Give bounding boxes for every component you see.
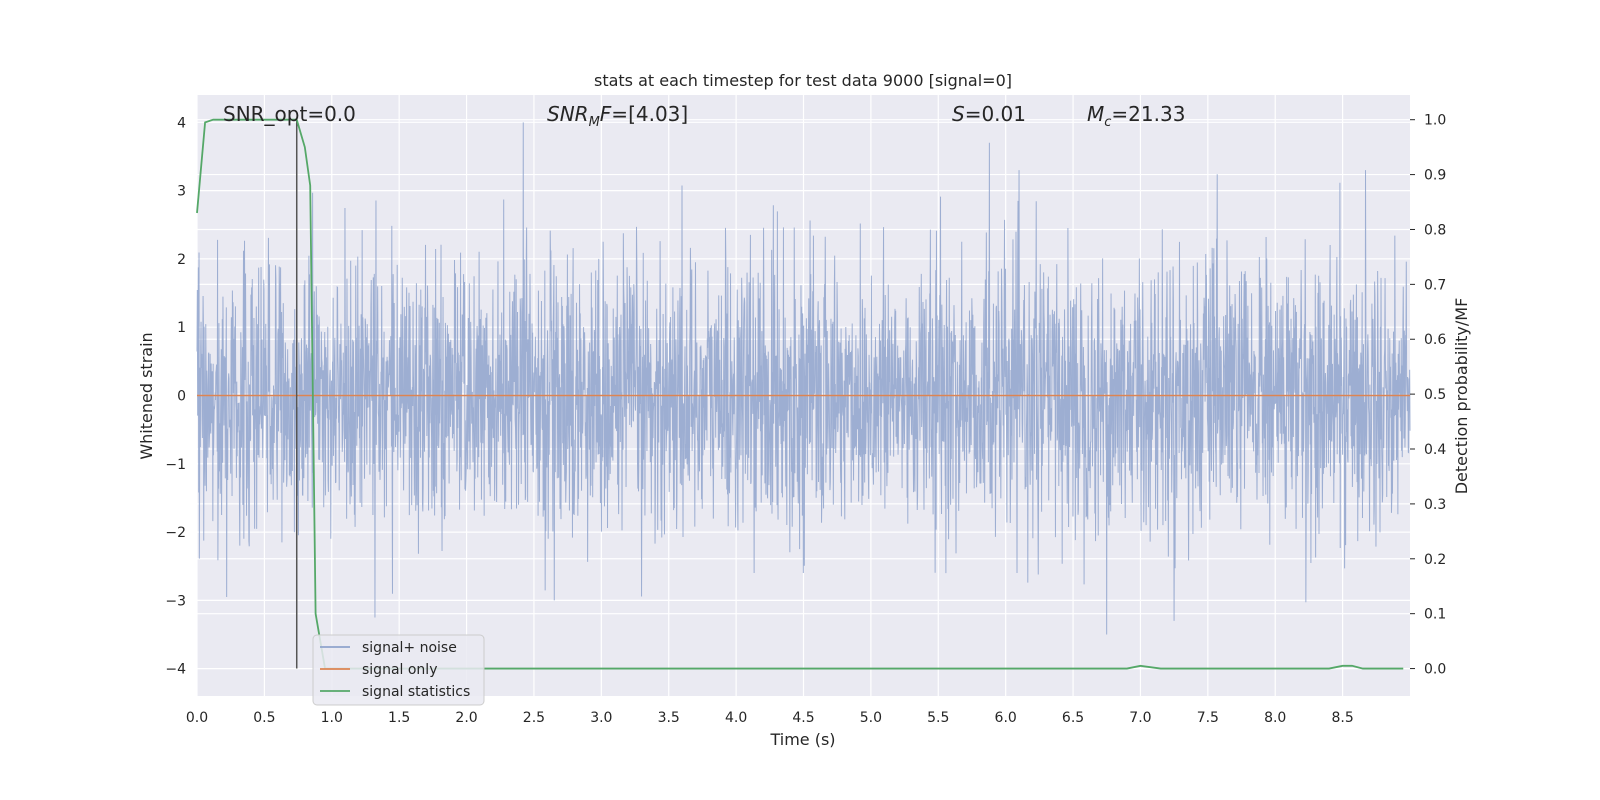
x-tick-label: 0.5: [253, 710, 275, 726]
y-right-tick-label: 0.1: [1424, 607, 1446, 623]
x-tick-labels: 0.0 0.5 1.0 1.5 2.0 2.5 3.0 3.5 4.0 4.5 5.0 5.5 6.0 6…: [186, 710, 1354, 726]
series-group: [196, 118, 1410, 670]
annotation-s-value: =0.01: [965, 102, 1026, 126]
y-right-tick-label: 0.4: [1424, 442, 1446, 458]
x-tick-label: 4.0: [725, 710, 747, 726]
y-left-tick-label: 3: [177, 184, 186, 200]
annotation-mc: Mc=21.33: [1087, 102, 1185, 130]
y-right-tick-label: 1.0: [1424, 113, 1446, 129]
x-tick-label: 0.0: [186, 710, 208, 726]
x-tick-label: 8.5: [1331, 710, 1353, 726]
y-right-tick-labels: 1.0 0.9 0.8 0.7 0.6 0.5 0.4 0.3 0.2 0.1 0.0: [1410, 113, 1446, 678]
x-tick-label: 4.5: [792, 710, 814, 726]
x-tick-label: 5.0: [860, 710, 882, 726]
signal-noise-series: [196, 122, 1411, 635]
y-right-tick-label: 0.3: [1424, 497, 1446, 513]
y-right-tick-label: 0.7: [1424, 277, 1446, 293]
y-left-tick-labels: 4 3 2 1 0 −1 −2 −3 −4: [165, 115, 186, 677]
y-right-tick-label: 0.2: [1424, 552, 1446, 568]
y-left-tick-label: −3: [165, 593, 186, 609]
x-tick-label: 5.5: [927, 710, 949, 726]
annotation-snr-mf-eq: =: [611, 102, 628, 126]
annotation-mc-value: =21.33: [1111, 102, 1185, 126]
x-tick-label: 1.0: [321, 710, 343, 726]
y-left-tick-label: −1: [165, 457, 186, 473]
legend-label-signal-statistics: signal statistics: [362, 684, 470, 700]
legend-label-signal-only: signal only: [362, 662, 437, 678]
annotation-snr-mf: SNRMF=[4.03]: [547, 102, 688, 130]
y-left-tick-label: 4: [177, 115, 186, 131]
legend-box: [312, 634, 485, 706]
y-right-axis-label: Detection probability/MF: [1452, 298, 1471, 495]
y-right-tick-label: 0.9: [1424, 168, 1446, 184]
annotation-snr-opt: SNR_opt=0.0: [223, 102, 356, 126]
x-tick-label: 7.5: [1197, 710, 1219, 726]
chart-title: stats at each timestep for test data 900…: [594, 71, 1012, 90]
annotation-s: S=0.01: [952, 102, 1026, 126]
y-right-tick-label: 0.0: [1424, 662, 1446, 678]
y-right-tick-label: 0.5: [1424, 387, 1446, 403]
signal-noise-line: [196, 122, 1411, 635]
y-right-tick-label: 0.8: [1424, 222, 1446, 238]
x-axis-label: Time (s): [769, 730, 835, 749]
y-left-tick-label: −4: [165, 662, 186, 678]
x-tick-label: 6.0: [995, 710, 1017, 726]
x-tick-label: 7.0: [1129, 710, 1151, 726]
x-tick-label: 1.5: [388, 710, 410, 726]
annotation-snr-mf-value: [4.03]: [628, 102, 688, 126]
y-right-tick-label: 0.6: [1424, 332, 1446, 348]
y-left-tick-label: 2: [177, 252, 186, 268]
x-tick-label: 8.0: [1264, 710, 1286, 726]
legend: signal+ noise signal only signal statist…: [312, 634, 485, 706]
x-tick-label: 3.5: [658, 710, 680, 726]
y-left-tick-label: 1: [177, 320, 186, 336]
x-tick-label: 2.0: [455, 710, 477, 726]
y-left-tick-label: 0: [177, 389, 186, 405]
y-left-axis-label: Whitened strain: [137, 332, 156, 459]
signal-statistics-line: [196, 118, 1404, 670]
x-tick-label: 6.5: [1062, 710, 1084, 726]
x-tick-label: 3.0: [590, 710, 612, 726]
x-tick-label: 2.5: [523, 710, 545, 726]
y-left-tick-label: −2: [165, 525, 186, 541]
legend-label-signal-noise: signal+ noise: [362, 640, 457, 656]
